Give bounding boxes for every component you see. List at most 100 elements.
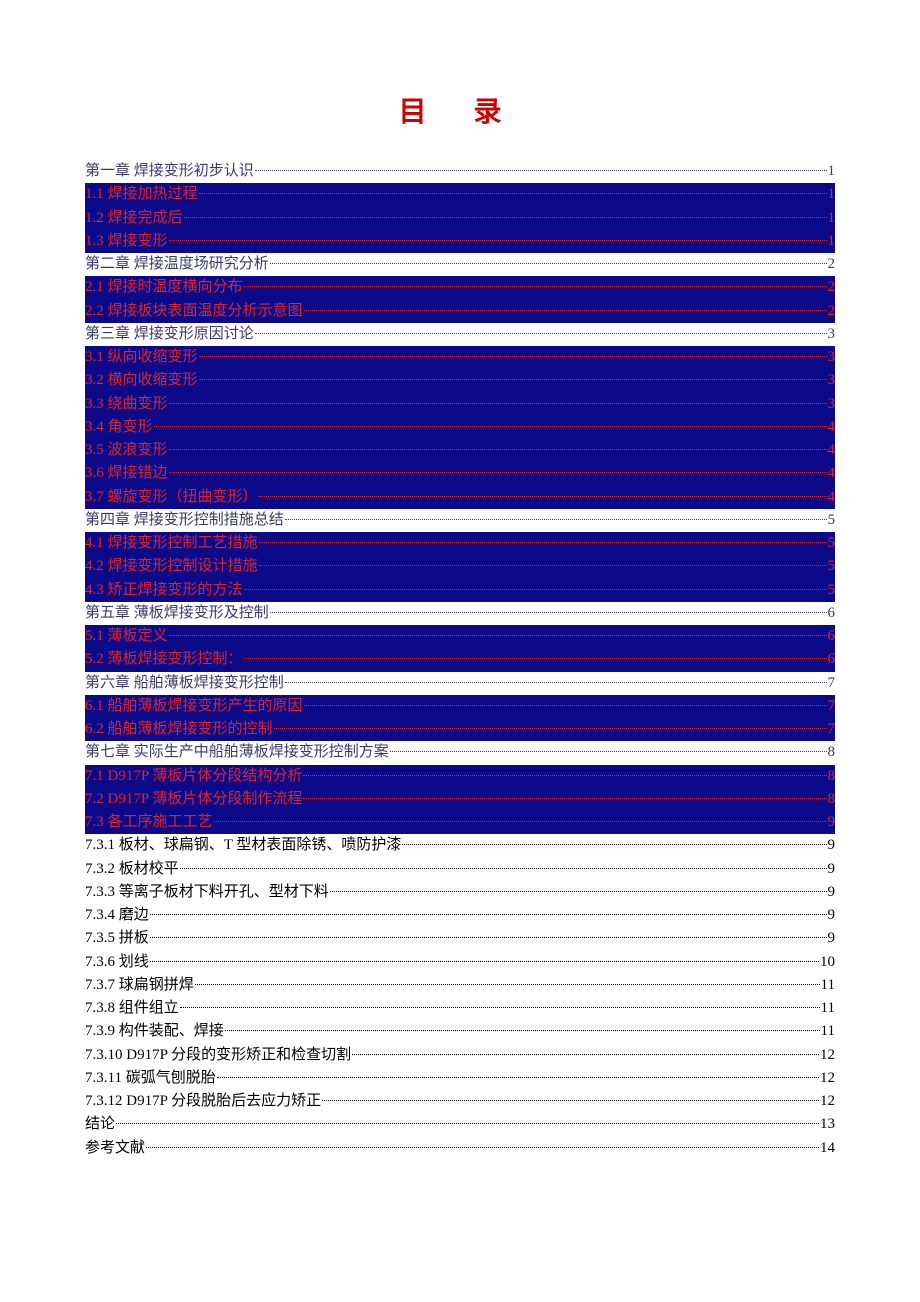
toc-leader-dots: [169, 403, 827, 404]
toc-entry-page: 6: [828, 625, 836, 648]
toc-entry[interactable]: 7.3.5 拼板9: [85, 927, 835, 950]
toc-entry-page: 12: [820, 1067, 835, 1090]
toc-entry[interactable]: 1.3 焊接变形1: [85, 230, 835, 253]
toc-entry[interactable]: 5.2 薄板焊接变形控制：6: [85, 648, 835, 671]
toc-entry-text: 参考文献: [85, 1137, 145, 1160]
toc-leader-dots: [255, 170, 827, 171]
toc-entry-text: 4.1 焊接变形控制工艺措施: [85, 532, 258, 555]
toc-leader-dots: [330, 891, 827, 892]
toc-entry[interactable]: 6.2 船舶薄板焊接变形的控制7: [85, 718, 835, 741]
toc-entry[interactable]: 7.3.6 划线10: [85, 951, 835, 974]
toc-entry-text: 5.2 薄板焊接变形控制：: [85, 648, 243, 671]
toc-leader-dots: [390, 751, 827, 752]
toc-entry-text: 3.5 波浪变形: [85, 439, 168, 462]
toc-entry-page: 9: [828, 927, 836, 950]
toc-entry-page: 8: [828, 741, 836, 764]
toc-entry-page: 9: [828, 904, 836, 927]
toc-entry-text: 第五章 薄板焊接变形及控制: [85, 602, 269, 625]
toc-entry-text: 7.2 D917P 薄板片体分段制作流程: [85, 788, 302, 811]
toc-entry[interactable]: 3.6 焊接错边4: [85, 462, 835, 485]
toc-entry[interactable]: 4.1 焊接变形控制工艺措施5: [85, 532, 835, 555]
toc-entry[interactable]: 1.1 焊接加热过程1: [85, 183, 835, 206]
toc-entry[interactable]: 6.1 船舶薄板焊接变形产生的原因7: [85, 695, 835, 718]
toc-entry[interactable]: 4.3 矫正焊接变形的方法5: [85, 579, 835, 602]
toc-entry[interactable]: 7.3.12 D917P 分段脱胎后去应力矫正 12: [85, 1090, 835, 1113]
toc-entry-text: 7.3.1 板材、球扁钢、T 型材表面除锈、喷防护漆: [85, 834, 401, 857]
toc-entry[interactable]: 4.2 焊接变形控制设计措施5: [85, 555, 835, 578]
toc-entry-page: 5: [828, 509, 836, 532]
toc-leader-dots: [116, 1123, 819, 1124]
toc-entry[interactable]: 7.3.11 碳弧气刨脱胎12: [85, 1067, 835, 1090]
toc-entry[interactable]: 3.2 横向收缩变形3: [85, 369, 835, 392]
toc-leader-dots: [259, 496, 827, 497]
toc-entry-page: 9: [828, 858, 836, 881]
toc-entry[interactable]: 第六章 船舶薄板焊接变形控制7: [85, 672, 835, 695]
toc-entry[interactable]: 7.3.7 球扁钢拼焊11: [85, 974, 835, 997]
toc-entry-page: 12: [820, 1044, 835, 1067]
toc-leader-dots: [169, 449, 827, 450]
toc-entry-page: 9: [828, 811, 836, 834]
toc-entry-page: 4: [828, 462, 836, 485]
toc-entry[interactable]: 1.2 焊接完成后1: [85, 207, 835, 230]
toc-entry[interactable]: 7.3.2 板材校平9: [85, 858, 835, 881]
toc-entry[interactable]: 结论 13: [85, 1113, 835, 1136]
toc-entry[interactable]: 7.3.8 组件组立 11: [85, 997, 835, 1020]
toc-leader-dots: [199, 356, 827, 357]
toc-entry[interactable]: 3.5 波浪变形4: [85, 439, 835, 462]
toc-entry[interactable]: 7.1 D917P 薄板片体分段结构分析8: [85, 765, 835, 788]
toc-leader-dots: [352, 1054, 819, 1055]
toc-leader-dots: [169, 240, 827, 241]
toc-leader-dots: [244, 589, 827, 590]
toc-entry-page: 12: [820, 1090, 835, 1113]
toc-entry[interactable]: 3.1 纵向收缩变形 3: [85, 346, 835, 369]
toc-entry[interactable]: 第七章 实际生产中船舶薄板焊接变形控制方案 8: [85, 741, 835, 764]
toc-leader-dots: [225, 1030, 820, 1031]
toc-entry[interactable]: 第三章 焊接变形原因讨论3: [85, 323, 835, 346]
toc-leader-dots: [199, 379, 827, 380]
toc-entry-text: 7.3.8 组件组立: [85, 997, 179, 1020]
toc-entry-text: 结论: [85, 1113, 115, 1136]
toc-leader-dots: [303, 775, 826, 776]
toc-entry[interactable]: 3.7 螺旋变形（扭曲变形）4: [85, 486, 835, 509]
toc-entry[interactable]: 参考文献14: [85, 1137, 835, 1160]
toc-leader-dots: [150, 961, 819, 962]
toc-entry-page: 1: [828, 160, 836, 183]
toc-entry[interactable]: 3.3 绕曲变形3: [85, 393, 835, 416]
toc-entry-text: 3.7 螺旋变形（扭曲变形）: [85, 486, 258, 509]
toc-entry[interactable]: 第一章 焊接变形初步认识 1: [85, 160, 835, 183]
toc-entry[interactable]: 2.1 焊接时温度横向分布2: [85, 276, 835, 299]
toc-entry-page: 1: [828, 207, 836, 230]
toc-leader-dots: [274, 728, 827, 729]
toc-entry[interactable]: 7.3.1 板材、球扁钢、T 型材表面除锈、喷防护漆9: [85, 834, 835, 857]
toc-leader-dots: [322, 1100, 819, 1101]
toc-entry[interactable]: 7.3.9 构件装配、焊接11: [85, 1020, 835, 1043]
toc-entry[interactable]: 3.4 角变形4: [85, 416, 835, 439]
toc-entry[interactable]: 7.3.3 等离子板材下料开孔、型材下料9: [85, 881, 835, 904]
toc-entry[interactable]: 5.1 薄板定义6: [85, 625, 835, 648]
toc-entry[interactable]: 2.2 焊接板块表面温度分析示意图2: [85, 300, 835, 323]
toc-entry-page: 11: [821, 997, 835, 1020]
toc-entry[interactable]: 第二章 焊接温度场研究分析2: [85, 253, 835, 276]
toc-entry[interactable]: 第五章 薄板焊接变形及控制6: [85, 602, 835, 625]
toc-entry-text: 3.2 横向收缩变形: [85, 369, 198, 392]
toc-entry[interactable]: 7.3.4 磨边9: [85, 904, 835, 927]
toc-entry[interactable]: 7.3 各工序施工工艺9: [85, 811, 835, 834]
toc-entry-text: 3.1 纵向收缩变形: [85, 346, 198, 369]
toc-leader-dots: [244, 658, 827, 659]
toc-entry-page: 2: [828, 300, 836, 323]
toc-leader-dots: [150, 914, 827, 915]
toc-entry-text: 6.2 船舶薄板焊接变形的控制: [85, 718, 273, 741]
toc-entry-page: 4: [828, 416, 836, 439]
toc-entry-page: 3: [828, 346, 836, 369]
toc-entry-text: 第七章 实际生产中船舶薄板焊接变形控制方案: [85, 741, 389, 764]
toc-leader-dots: [150, 937, 827, 938]
toc-entry[interactable]: 7.2 D917P 薄板片体分段制作流程8: [85, 788, 835, 811]
toc-entry-text: 7.3.10 D917P 分段的变形矫正和检查切割: [85, 1044, 351, 1067]
toc-entry[interactable]: 7.3.10 D917P 分段的变形矫正和检查切割 12: [85, 1044, 835, 1067]
toc-entry[interactable]: 第四章 焊接变形控制措施总结5: [85, 509, 835, 532]
toc-leader-dots: [244, 286, 827, 287]
toc-entry-page: 13: [820, 1113, 835, 1136]
toc-entry-text: 7.3.7 球扁钢拼焊: [85, 974, 194, 997]
toc-entry-text: 第二章 焊接温度场研究分析: [85, 253, 269, 276]
toc-entry-text: 第一章 焊接变形初步认识: [85, 160, 254, 183]
